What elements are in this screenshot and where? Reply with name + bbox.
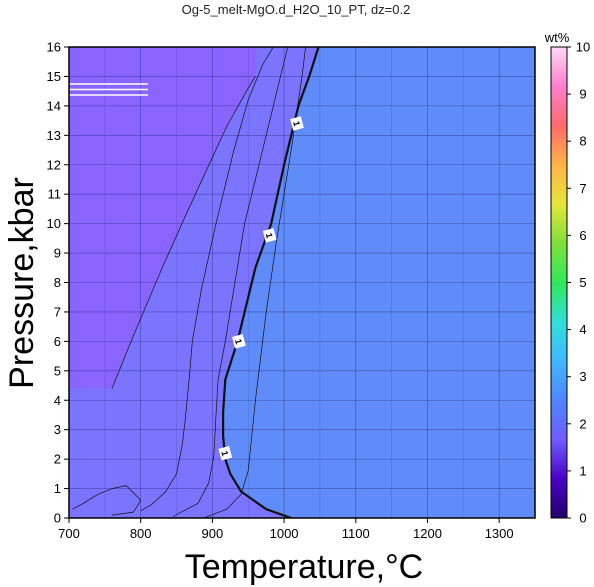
plot-area: 1 1 1 1 — [69, 47, 535, 518]
y-tick-label: 7 — [54, 304, 61, 319]
y-tick-label: 16 — [47, 40, 61, 55]
contour-line — [140, 47, 274, 511]
y-tick-label: 0 — [54, 511, 61, 526]
x-tick-label: 1000 — [270, 526, 299, 541]
contour-label: 1 — [290, 116, 304, 131]
colorbar-tick-label: 6 — [579, 228, 586, 243]
contour-label-text: 1 — [219, 450, 230, 457]
contour-line — [172, 47, 289, 517]
contour-line — [72, 485, 142, 516]
contour-line — [111, 76, 256, 389]
y-tick-label: 9 — [54, 246, 61, 261]
y-tick-label: 10 — [47, 216, 61, 231]
colorbar: wt% 0 1 2 3 4 5 6 7 8 9 10 — [544, 30, 591, 526]
contour-lines: 1 1 1 1 — [72, 47, 320, 518]
contour-line — [205, 47, 306, 518]
grid-lines — [69, 47, 535, 518]
colorbar-label: wt% — [544, 30, 570, 45]
chart-title: Og-5_melt-MgO.d_H2O_10_PT, dz=0.2 — [182, 2, 411, 17]
y-tick-label: 4 — [54, 393, 61, 408]
x-tick-label: 1200 — [413, 526, 442, 541]
colorbar-tick-label: 4 — [579, 322, 586, 337]
contour-label-text: 1 — [233, 338, 244, 345]
white-streaks — [69, 83, 148, 96]
colorbar-tick-label: 0 — [579, 511, 586, 526]
y-tick-label: 2 — [54, 452, 61, 467]
contour-label: 1 — [232, 334, 246, 349]
contour-label-text: 1 — [291, 120, 302, 127]
y-tick-label: 3 — [54, 422, 61, 437]
contour-label: 1 — [262, 228, 277, 243]
colorbar-tick-label: 3 — [579, 369, 586, 384]
x-tick-label: 700 — [58, 526, 80, 541]
contour-label: 1 — [218, 445, 233, 461]
colorbar-tick-label: 9 — [579, 87, 586, 102]
y-tick-label: 12 — [47, 157, 61, 172]
colorbar-tick-label: 1 — [579, 463, 586, 478]
colorbar-ramp — [550, 46, 568, 519]
colorbar-tick-label: 2 — [579, 416, 586, 431]
x-tick-label: 900 — [202, 526, 224, 541]
x-tick-label: 1300 — [485, 526, 514, 541]
colorbar-tick-label: 7 — [579, 181, 586, 196]
colorbar-tick-label: 10 — [576, 40, 590, 55]
y-tick-label: 15 — [47, 69, 61, 84]
y-tick-label: 1 — [54, 481, 61, 496]
y-tick-label: 5 — [54, 363, 61, 378]
y-axis-title: Pressure,kbar — [3, 177, 41, 389]
y-tick-label: 8 — [54, 275, 61, 290]
colorbar-tick-label: 5 — [579, 275, 586, 290]
y-tick-label: 6 — [54, 334, 61, 349]
x-axis-ticks: 700 800 900 1000 1100 1200 1300 — [58, 518, 514, 541]
y-tick-label: 11 — [48, 187, 62, 202]
y-tick-label: 13 — [47, 128, 61, 143]
x-tick-label: 800 — [130, 526, 152, 541]
colorbar-ticks: 0 1 2 3 4 5 6 7 8 9 10 — [567, 40, 590, 526]
colorbar-tick-label: 8 — [579, 134, 586, 149]
contour-label-text: 1 — [264, 232, 275, 239]
x-axis-title: Temperature,°C — [185, 548, 423, 586]
x-tick-label: 1100 — [342, 526, 370, 541]
y-tick-label: 14 — [47, 98, 61, 113]
